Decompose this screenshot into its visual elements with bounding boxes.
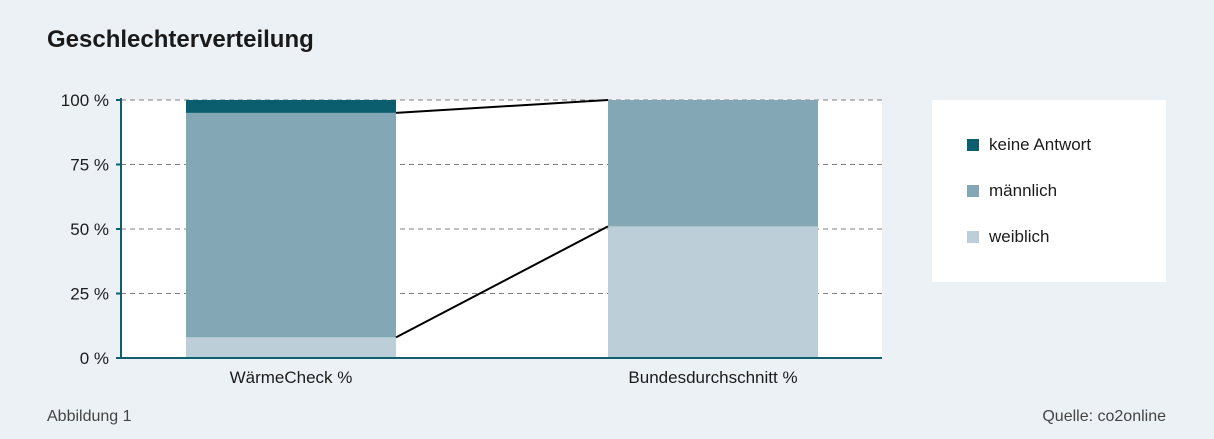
- chart-title: Geschlechterverteilung: [47, 26, 314, 53]
- y-tick-label: 75 %: [70, 156, 109, 175]
- bar-segment-weiblich-2: [608, 226, 818, 358]
- connector-line: [395, 99, 609, 114]
- x-category-label: Bundesdurchschnitt %: [628, 368, 797, 387]
- y-tick-label: 0 %: [80, 349, 109, 368]
- bar-segment-maennlich-1: [186, 112, 396, 338]
- legend-label-weiblich: weiblich: [989, 227, 1050, 246]
- y-tick-label: 50 %: [70, 220, 109, 239]
- bar-segment-maennlich-2: [608, 100, 818, 227]
- connector-line: [395, 225, 609, 339]
- legend-item-weiblich: weiblich: [967, 225, 1166, 249]
- y-tick-label: 25 %: [70, 285, 109, 304]
- figure-caption: Abbildung 1: [47, 408, 132, 425]
- y-tick-label: 100 %: [61, 91, 109, 110]
- legend-swatch-maennlich: [967, 185, 979, 197]
- bar-segment-keine-antwort-1: [186, 100, 396, 113]
- legend-swatch-keine-antwort: [967, 139, 979, 151]
- legend-item-maennlich: männlich: [967, 179, 1166, 203]
- legend-item-keine-antwort: keine Antwort: [967, 133, 1166, 157]
- legend-label-keine-antwort: keine Antwort: [989, 135, 1092, 154]
- legend-swatch-weiblich: [967, 231, 979, 243]
- bar-segment-weiblich-1: [186, 337, 396, 358]
- source-note: Quelle: co2online: [1042, 408, 1166, 425]
- x-category-label: WärmeCheck %: [230, 368, 353, 387]
- legend-label-maennlich: männlich: [989, 181, 1058, 200]
- legend: keine Antwort männlich weiblich: [932, 100, 1166, 282]
